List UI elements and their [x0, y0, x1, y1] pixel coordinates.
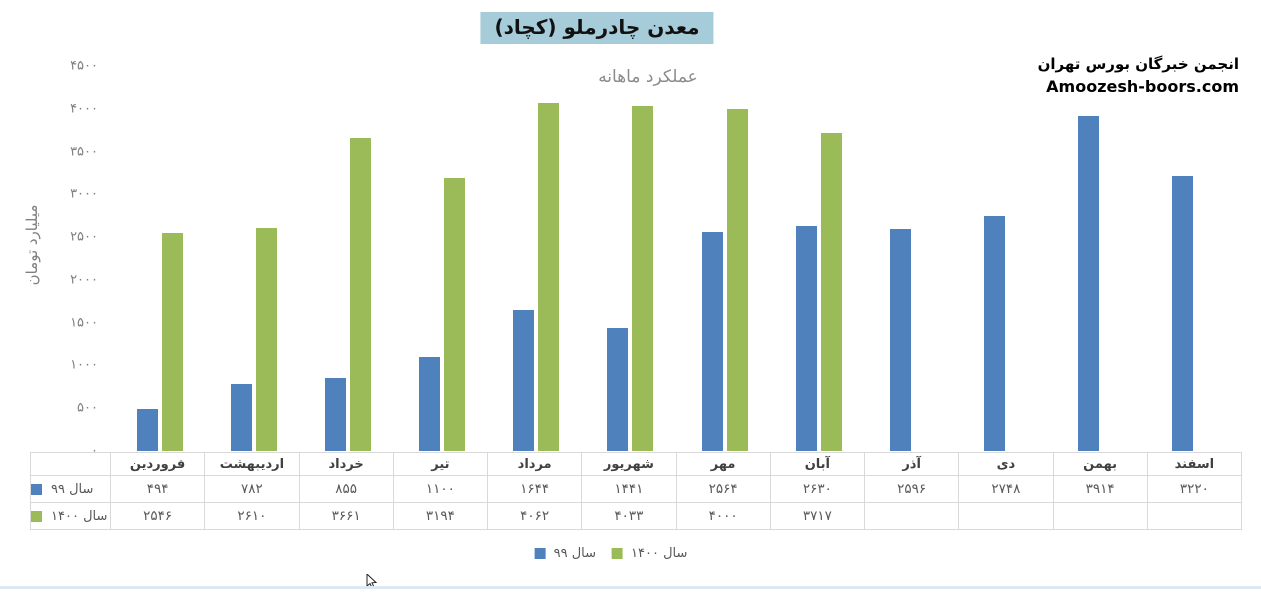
bar-year99-0[interactable] [137, 409, 159, 451]
table-row-year1400: سال ۱۴۰۰ ۲۵۴۶ ۲۶۱۰ ۳۶۶۱ ۳۱۹۴ ۴۰۶۲ ۴۰۳۳ ۴۰۰۰ ۳۷۱۷ [30, 502, 1243, 530]
bar-year99-1[interactable] [231, 384, 253, 451]
brand-line-persian: انجمن خبرگان بورس تهران [1037, 55, 1239, 73]
bar-year1400-6[interactable] [726, 109, 748, 451]
value-cell-year99-9: ۲۷۴۸ [958, 475, 1054, 503]
value-cell-year1400-4: ۴۰۶۲ [486, 502, 583, 530]
value-cell-year99-4: ۱۶۴۴ [486, 475, 583, 503]
value-cell-year99-11: ۳۲۲۰ [1146, 475, 1243, 503]
bar-year99-5[interactable] [607, 328, 629, 451]
y-tick-4000: ۴۰۰۰ [70, 101, 98, 117]
chart-subtitle: عملکرد ماهانه [598, 67, 698, 87]
month-header-0: فروردین [109, 452, 206, 476]
series-row-label-year1400: سال ۱۴۰۰ [30, 502, 111, 530]
series-name: سال ۹۹ [51, 481, 94, 497]
value-cell-year99-2: ۸۵۵ [298, 475, 394, 503]
bar-year99-7[interactable] [795, 226, 817, 451]
bar-year99-2[interactable] [325, 378, 347, 451]
bar-year99-3[interactable] [419, 357, 441, 451]
series-swatch-icon [31, 483, 42, 495]
y-tick-3500: ۳۵۰۰ [70, 144, 98, 160]
month-header-11: اسفند [1146, 452, 1243, 476]
value-cell-year1400-7: ۳۷۱۷ [769, 502, 866, 530]
month-header-4: مرداد [486, 452, 583, 476]
bar-year1400-7[interactable] [820, 133, 842, 451]
value-cell-year99-5: ۱۴۴۱ [581, 475, 677, 503]
bar-year99-6[interactable] [701, 232, 723, 451]
value-cell-year1400-5: ۴۰۳۳ [581, 502, 677, 530]
legend-item-year1400[interactable]: سال ۱۴۰۰ [612, 546, 687, 561]
value-cell-year1400-8 [863, 502, 960, 530]
month-header-8: آذر [863, 452, 960, 476]
month-header-10: بهمن [1052, 452, 1148, 476]
table-corner-cell [30, 452, 111, 476]
value-cell-year1400-3: ۳۱۹۴ [392, 502, 489, 530]
chart-legend: سال ۹۹ سال ۱۴۰۰ [534, 546, 687, 561]
value-cell-year99-3: ۱۱۰۰ [392, 475, 489, 503]
table-row-year99: سال ۹۹ ۴۹۴ ۷۸۲ ۸۵۵ ۱۱۰۰ ۱۶۴۴ ۱۴۴۱ ۲۵۶۴ ۲۶۳۰ ۲۵۹۶ ۲… [30, 475, 1243, 503]
value-cell-year99-0: ۴۹۴ [109, 475, 206, 503]
y-tick-0: ۰ [91, 443, 98, 459]
value-cell-year1400-10 [1052, 502, 1148, 530]
bar-year1400-0[interactable] [162, 233, 184, 451]
value-cell-year1400-9 [958, 502, 1054, 530]
y-tick-500: ۵۰۰ [77, 400, 98, 416]
bar-year1400-5[interactable] [632, 106, 654, 451]
legend-swatch-icon [534, 548, 546, 559]
value-cell-year1400-2: ۳۶۶۱ [298, 502, 394, 530]
y-axis-tick-labels: ۴۵۰۰ ۴۰۰۰ ۳۵۰۰ ۳۰۰۰ ۲۵۰۰ ۲۰۰۰ ۱۵۰۰ ۱۰۰۰ ۵۰۰ ۰ [0, 59, 98, 459]
page-title: معدن چادرملو (کچاد) [480, 12, 714, 44]
y-tick-4500: ۴۵۰۰ [70, 58, 98, 74]
value-cell-year99-1: ۷۸۲ [204, 475, 300, 503]
y-tick-2500: ۲۵۰۰ [70, 229, 98, 245]
value-cell-year99-7: ۲۶۳۰ [769, 475, 866, 503]
legend-label: سال ۱۴۰۰ [631, 546, 688, 561]
y-tick-2000: ۲۰۰۰ [70, 272, 98, 288]
bar-year1400-2[interactable] [350, 138, 372, 451]
value-cell-year1400-11 [1146, 502, 1243, 530]
bar-year1400-3[interactable] [444, 178, 466, 451]
bar-year99-4[interactable] [513, 310, 535, 451]
month-header-7: آبان [769, 452, 866, 476]
bar-year99-10[interactable] [1077, 116, 1099, 451]
legend-swatch-icon [612, 548, 624, 559]
month-header-3: تیر [392, 452, 489, 476]
brand-line-url: Amoozesh-boors.com [1046, 76, 1239, 96]
month-header-1: اردیبهشت [204, 452, 300, 476]
brand-watermark: انجمن خبرگان بورس تهران Amoozesh-boors.c… [1038, 54, 1239, 97]
series-row-label-year99: سال ۹۹ [30, 475, 111, 503]
series-swatch-icon [31, 510, 42, 522]
value-cell-year99-10: ۳۹۱۴ [1052, 475, 1148, 503]
series-name: سال ۱۴۰۰ [51, 508, 108, 524]
value-cell-year1400-0: ۲۵۴۶ [109, 502, 206, 530]
month-header-9: دی [958, 452, 1054, 476]
legend-label: سال ۹۹ [553, 546, 597, 561]
value-cell-year1400-6: ۴۰۰۰ [675, 502, 771, 530]
plot-area [113, 66, 1242, 451]
value-cell-year1400-1: ۲۶۱۰ [204, 502, 300, 530]
bar-year1400-1[interactable] [256, 228, 278, 451]
bar-year1400-4[interactable] [538, 103, 560, 451]
chart-data-table: فروردین اردیبهشت خرداد تیر مرداد شهریور مهر آبا… [30, 452, 1243, 530]
legend-item-year99[interactable]: سال ۹۹ [534, 546, 597, 561]
month-header-2: خرداد [298, 452, 394, 476]
bar-year99-8[interactable] [889, 229, 911, 451]
bottom-border-line [0, 586, 1261, 589]
month-header-6: مهر [675, 452, 771, 476]
y-tick-3000: ۳۰۰۰ [70, 186, 98, 202]
bar-year99-9[interactable] [983, 216, 1005, 451]
y-tick-1000: ۱۰۰۰ [70, 357, 98, 373]
y-tick-1500: ۱۵۰۰ [70, 315, 98, 331]
bar-year99-11[interactable] [1171, 176, 1193, 451]
value-cell-year99-6: ۲۵۶۴ [675, 475, 771, 503]
value-cell-year99-8: ۲۵۹۶ [863, 475, 960, 503]
month-header-5: شهریور [581, 452, 677, 476]
